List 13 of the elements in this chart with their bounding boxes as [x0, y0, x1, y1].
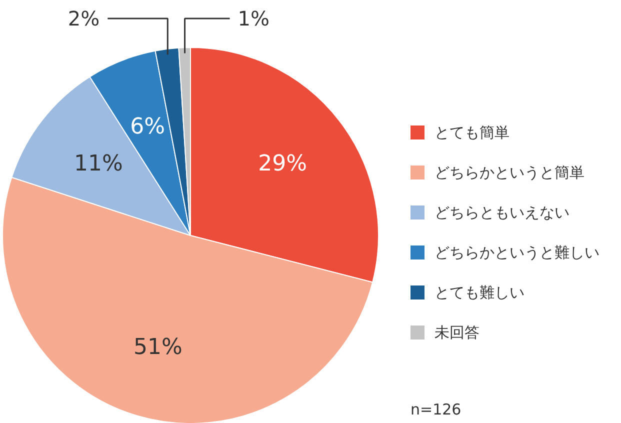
- legend-label: どちらともいえない: [434, 204, 570, 222]
- data-label: 2%: [68, 6, 100, 30]
- legend-label: 未回答: [434, 324, 480, 342]
- data-label: 51%: [134, 334, 182, 360]
- data-label: 1%: [238, 6, 270, 30]
- data-label: 29%: [258, 152, 308, 177]
- text: n=126: [410, 400, 462, 418]
- legend-label: とても難しい: [434, 284, 524, 302]
- data-label: 6%: [130, 114, 166, 140]
- data-label: 11%: [74, 152, 123, 177]
- legend-label: とても簡単: [434, 124, 510, 142]
- legend-label: どちらかというと難しい: [434, 244, 600, 262]
- legend-label: どちらかというと簡単: [434, 164, 584, 182]
